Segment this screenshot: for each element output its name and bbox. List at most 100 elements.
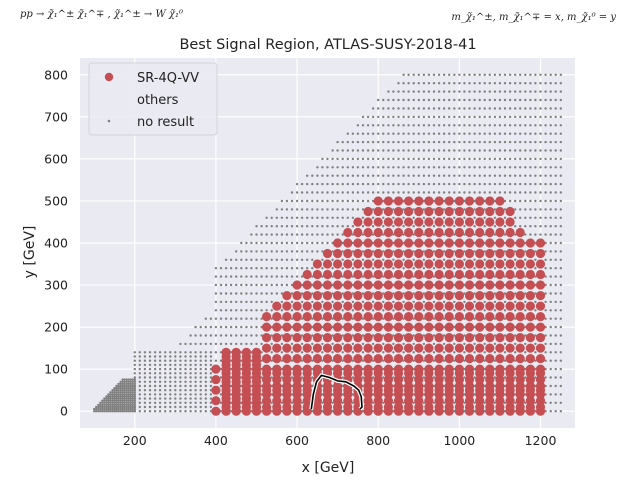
no-result-point <box>483 132 486 135</box>
no-result-point <box>109 391 112 394</box>
no-result-point <box>534 174 537 177</box>
no-result-point <box>351 216 355 219</box>
sr-point <box>383 396 393 406</box>
no-result-point <box>336 182 339 186</box>
sr-points <box>211 196 546 416</box>
no-result-point <box>351 351 355 354</box>
no-result-point <box>382 225 385 228</box>
no-result-point <box>412 166 415 169</box>
no-result-point <box>356 199 360 203</box>
sr-point <box>404 227 414 238</box>
no-result-point <box>270 401 273 404</box>
sr-point <box>464 402 475 412</box>
no-result-point <box>498 191 502 194</box>
no-result-point <box>417 140 420 144</box>
sr-point <box>444 238 454 248</box>
sr-point <box>444 389 454 399</box>
no-result-point <box>341 359 344 362</box>
sr-point <box>302 280 312 290</box>
sr-point <box>434 396 444 406</box>
sr-point <box>464 291 475 301</box>
no-result-point <box>422 174 426 177</box>
no-result-point <box>184 389 187 392</box>
sr-point <box>414 322 424 332</box>
no-result-point <box>270 275 273 278</box>
no-result-point <box>245 250 248 253</box>
no-result-point <box>442 309 446 312</box>
no-result-point <box>493 216 497 219</box>
no-result-point <box>458 149 461 152</box>
no-result-point <box>483 267 486 270</box>
no-result-point <box>437 140 441 144</box>
no-result-point <box>554 342 557 346</box>
no-result-point <box>311 267 314 270</box>
no-result-point <box>131 389 134 392</box>
no-result-point <box>402 174 405 177</box>
no-result-point <box>453 115 456 119</box>
no-result-point <box>117 382 120 386</box>
sr-point <box>464 322 475 332</box>
no-result-point <box>260 241 263 245</box>
no-result-point <box>377 166 380 169</box>
no-result-point <box>422 157 426 161</box>
no-result-point <box>392 250 395 253</box>
no-result-point <box>371 115 375 119</box>
no-result-point <box>143 380 147 383</box>
no-result-point <box>184 405 187 409</box>
no-result-point <box>468 157 471 161</box>
sr-point <box>302 269 312 280</box>
sr-point <box>262 396 272 406</box>
no-result-point <box>514 216 517 219</box>
no-result-point <box>453 182 456 186</box>
no-result-point <box>326 241 329 245</box>
no-result-point <box>107 395 110 398</box>
sr-point <box>272 301 282 311</box>
sr-point <box>454 375 464 385</box>
sr-point <box>312 396 322 406</box>
no-result-point <box>397 191 400 194</box>
no-result-point <box>422 208 426 211</box>
no-result-point <box>158 393 162 396</box>
no-result-point <box>529 90 532 93</box>
sr-point <box>414 206 424 217</box>
no-result-point <box>371 140 375 144</box>
no-result-point <box>534 342 537 346</box>
no-result-point <box>539 140 542 144</box>
no-result-point <box>219 283 223 287</box>
no-result-point <box>427 107 431 110</box>
no-result-point <box>174 380 177 383</box>
no-result-point <box>544 182 547 186</box>
no-result-point <box>458 115 461 119</box>
no-result-point <box>280 275 284 278</box>
no-result-point <box>539 233 542 236</box>
no-result-point <box>341 174 344 177</box>
no-result-point <box>539 182 542 186</box>
no-result-point <box>331 317 334 320</box>
sr-point <box>535 291 546 301</box>
no-result-point <box>189 363 192 367</box>
sr-point <box>353 368 363 378</box>
no-result-point <box>123 378 126 381</box>
no-result-point <box>127 391 130 394</box>
no-result-point <box>478 107 481 110</box>
no-result-point <box>559 182 562 186</box>
no-result-point <box>371 275 375 278</box>
sr-point <box>535 312 546 322</box>
no-result-point <box>508 199 512 203</box>
no-result-point <box>131 382 134 386</box>
no-result-point <box>311 376 314 379</box>
no-result-point <box>125 384 128 388</box>
no-result-point <box>524 292 527 295</box>
sr-point <box>505 291 515 301</box>
no-result-point <box>250 250 253 253</box>
no-result-point <box>129 389 132 392</box>
no-result-point <box>117 405 120 409</box>
no-result-point <box>514 140 517 144</box>
no-result-point <box>529 191 532 194</box>
no-result-point <box>549 275 552 278</box>
sr-point <box>393 396 404 406</box>
sr-point <box>292 381 302 391</box>
no-result-point <box>407 174 410 177</box>
no-result-point <box>478 191 481 194</box>
no-result-point <box>158 355 162 358</box>
